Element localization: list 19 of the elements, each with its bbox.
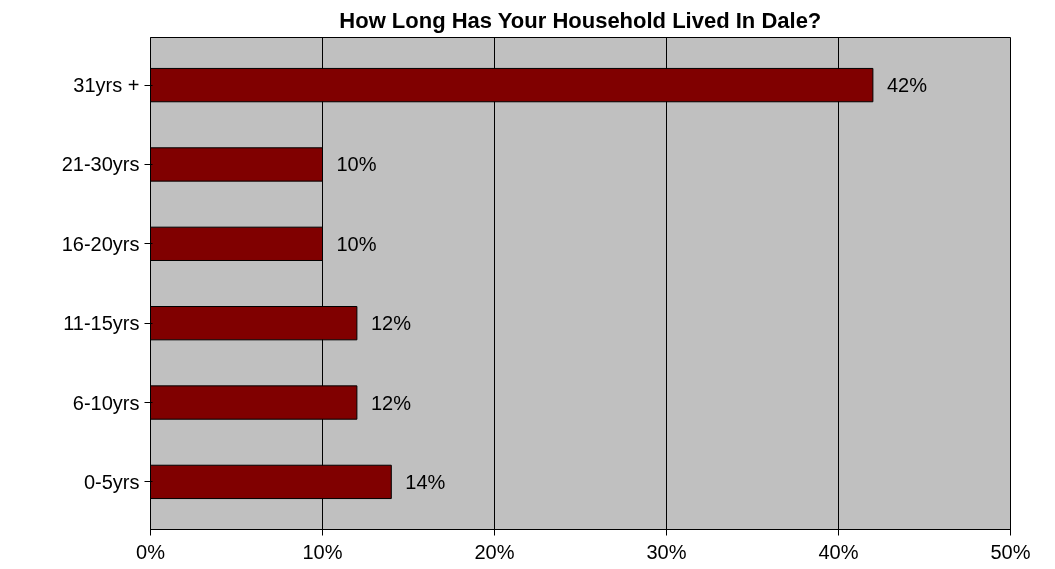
y-tick-label: 21-30yrs [61, 153, 140, 176]
y-tick-label: 11-15yrs [63, 312, 140, 335]
data-label: 10% [336, 153, 377, 176]
chart-title: How Long Has Your Household Lived In Dale? [339, 7, 822, 33]
data-label: 12% [370, 391, 412, 414]
data-label: 42% [886, 74, 928, 97]
data-label: 12% [370, 312, 412, 335]
x-tick-label: 0% [136, 540, 166, 563]
x-tick-label: 10% [302, 540, 343, 563]
data-label: 14% [405, 470, 446, 493]
data-label: 10% [336, 232, 377, 255]
x-tick-label: 20% [474, 540, 515, 563]
y-tick-label: 0-5yrs [83, 470, 140, 493]
x-tick-label: 30% [646, 540, 687, 563]
y-tick-label: 16-20yrs [61, 232, 140, 255]
y-tick-label: 31yrs + [73, 74, 140, 97]
x-tick-label: 40% [818, 540, 859, 563]
y-tick-label: 6-10yrs [72, 391, 140, 414]
x-tick-label: 50% [990, 540, 1031, 563]
